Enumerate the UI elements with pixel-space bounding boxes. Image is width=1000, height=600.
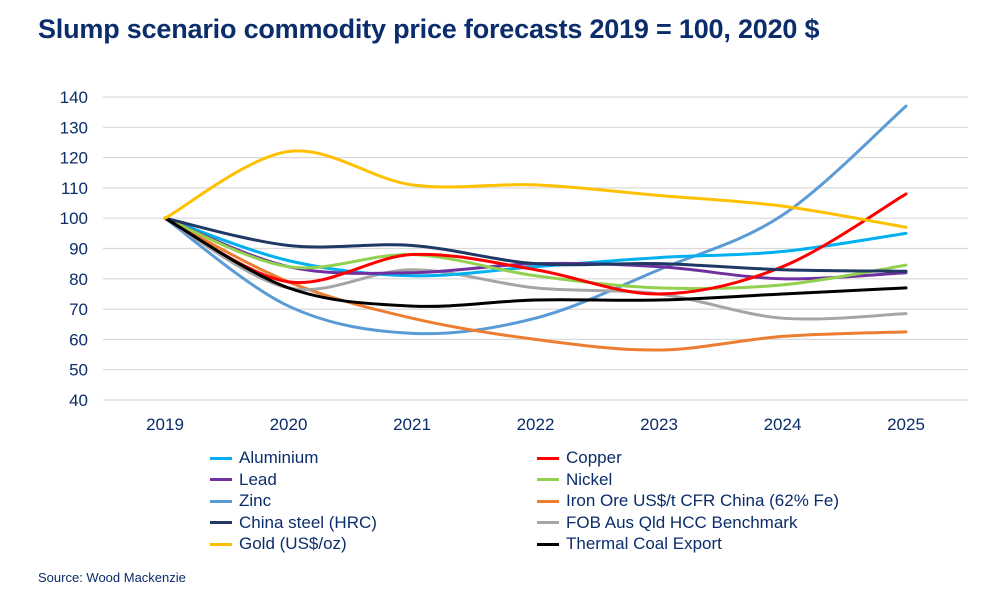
legend-label: Aluminium xyxy=(239,448,319,467)
legend-item: FOB Aus Qld HCC Benchmark xyxy=(537,513,797,533)
legend-item: Iron Ore US$/t CFR China (62% Fe) xyxy=(537,491,839,511)
legend-swatch xyxy=(210,456,232,460)
series-line-nickel xyxy=(163,216,908,291)
x-tick-label: 2025 xyxy=(887,415,925,434)
series-line-gold-us-oz xyxy=(163,149,908,229)
y-tick-label: 140 xyxy=(60,88,88,107)
legend-label: FOB Aus Qld HCC Benchmark xyxy=(566,512,798,532)
y-tick-label: 110 xyxy=(61,179,88,198)
legend-swatch xyxy=(537,521,559,524)
legend-swatch xyxy=(537,542,559,546)
legend-label: Gold (US$/oz) xyxy=(239,534,347,553)
legend-swatch xyxy=(210,499,232,503)
legend-item: Nickel xyxy=(537,470,612,490)
legend-label: Thermal Coal Export xyxy=(566,534,722,553)
y-tick-label: 50 xyxy=(69,361,88,380)
series-line-zinc xyxy=(163,104,908,336)
legend-swatch xyxy=(537,456,559,460)
y-tick-label: 70 xyxy=(69,300,88,319)
x-tick-label: 2020 xyxy=(270,415,308,434)
y-tick-label: 90 xyxy=(69,240,88,259)
legend-label: Iron Ore US$/t CFR China (62% Fe) xyxy=(566,491,840,510)
y-tick-label: 100 xyxy=(60,209,88,228)
y-tick-label: 60 xyxy=(69,330,88,349)
legend-item: Aluminium xyxy=(210,448,318,468)
series-line-copper xyxy=(163,192,908,296)
series-line-aluminium xyxy=(163,216,908,278)
legend-item: China steel (HRC) xyxy=(210,513,377,533)
legend-swatch xyxy=(210,521,232,524)
y-tick-label: 40 xyxy=(69,391,88,410)
series-line-thermal-coal-export xyxy=(163,216,908,308)
legend-item: Lead xyxy=(210,470,277,490)
y-tick-label: 80 xyxy=(69,270,88,289)
x-tick-label: 2021 xyxy=(393,415,431,434)
legend-label: China steel (HRC) xyxy=(239,512,377,532)
x-tick-label: 2022 xyxy=(517,415,555,434)
x-tick-label: 2019 xyxy=(146,415,184,434)
source-note: Source: Wood Mackenzie xyxy=(38,570,186,585)
y-tick-label: 130 xyxy=(60,118,88,137)
legend-label: Copper xyxy=(566,448,622,467)
legend-item: Thermal Coal Export xyxy=(537,534,722,554)
legend-label: Lead xyxy=(239,469,277,489)
legend-item: Zinc xyxy=(210,491,271,511)
x-tick-label: 2024 xyxy=(764,415,802,434)
series-line-china-steel-hrc xyxy=(163,216,908,273)
legend-swatch xyxy=(537,478,559,481)
legend-swatch xyxy=(210,478,232,481)
legend-swatch xyxy=(210,542,232,546)
y-tick-label: 120 xyxy=(60,149,88,168)
chart-title: Slump scenario commodity price forecasts… xyxy=(38,14,820,44)
legend-swatch xyxy=(537,499,559,503)
legend-item: Copper xyxy=(537,448,622,468)
legend-item: Gold (US$/oz) xyxy=(210,534,347,554)
legend-label: Zinc xyxy=(239,491,272,510)
x-tick-label: 2023 xyxy=(640,415,678,434)
legend-label: Nickel xyxy=(566,469,613,489)
